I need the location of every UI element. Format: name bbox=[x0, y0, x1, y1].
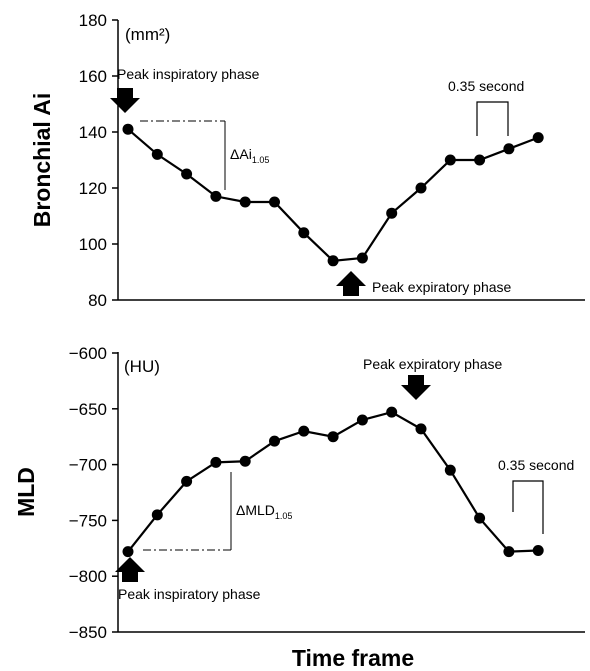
top-data-point bbox=[415, 182, 427, 194]
top-peak-expiratory-arrow-icon bbox=[336, 271, 366, 296]
bottom-y-tick-label: −650 bbox=[69, 400, 107, 419]
top-peak-expiratory-label: Peak expiratory phase bbox=[372, 279, 512, 295]
top-data-point bbox=[269, 196, 280, 208]
bottom-data-point bbox=[444, 464, 456, 476]
bottom-data-point bbox=[269, 435, 280, 447]
bottom-data-point bbox=[239, 455, 251, 467]
bottom-data-point bbox=[532, 545, 544, 557]
bottom-peak-inspiratory-arrow-icon bbox=[115, 557, 145, 582]
bottom-panel: −600 −650 −700 −750 −800 −850 MLD (HU) Peak e… bbox=[13, 344, 585, 642]
bottom-y-tick-label: −850 bbox=[69, 623, 107, 642]
top-y-tick-label: 120 bbox=[79, 179, 107, 198]
top-data-point bbox=[210, 190, 222, 202]
top-data-point bbox=[386, 207, 398, 219]
top-interval-label: 0.35 second bbox=[448, 78, 524, 94]
top-series-line bbox=[127, 128, 539, 262]
bottom-data-point bbox=[298, 425, 310, 437]
bottom-data-point bbox=[474, 512, 486, 524]
bottom-y-tick-label: −700 bbox=[69, 456, 107, 475]
bottom-data-point bbox=[151, 509, 163, 521]
top-y-axis-label: Bronchial Ai bbox=[29, 93, 55, 228]
bottom-series bbox=[122, 406, 544, 558]
bottom-interval-bracket bbox=[512, 480, 544, 534]
top-peak-inspiratory-label: Peak inspiratory phase bbox=[117, 66, 260, 82]
bottom-peak-inspiratory-label: Peak inspiratory phase bbox=[118, 586, 261, 602]
top-y-tick-label: 100 bbox=[79, 235, 107, 254]
x-axis-label: Time frame bbox=[292, 645, 414, 671]
top-data-point bbox=[151, 148, 163, 160]
top-data-point bbox=[356, 252, 368, 264]
bottom-data-point bbox=[181, 475, 193, 487]
bottom-y-axis-label: MLD bbox=[13, 467, 39, 517]
bottom-data-point bbox=[386, 406, 398, 418]
bottom-y-tick-label: −800 bbox=[69, 567, 107, 586]
bottom-interval-label: 0.35 second bbox=[498, 457, 574, 473]
top-unit-label: (mm²) bbox=[125, 25, 170, 44]
bottom-y-ticks: −600 −650 −700 −750 −800 −850 bbox=[69, 344, 118, 642]
top-data-point bbox=[444, 154, 456, 166]
bottom-data-point bbox=[503, 546, 515, 558]
bottom-y-tick-label: −750 bbox=[69, 511, 107, 530]
top-data-point bbox=[298, 227, 310, 239]
bottom-peak-expiratory-arrow-icon bbox=[401, 375, 431, 400]
top-y-ticks: 80 100 120 140 160 180 bbox=[79, 11, 118, 310]
top-interval-bracket bbox=[476, 101, 509, 136]
top-delta-label: ΔAi1.05 bbox=[230, 146, 269, 165]
top-data-point bbox=[181, 168, 193, 180]
top-panel: 80 100 120 140 160 180 Bronchial Ai (mm²) Pea… bbox=[29, 11, 585, 310]
top-y-tick-label: 80 bbox=[88, 291, 107, 310]
bottom-data-point bbox=[415, 423, 427, 435]
top-series bbox=[122, 123, 544, 267]
top-data-point bbox=[239, 196, 251, 208]
bottom-data-point bbox=[122, 546, 134, 558]
bottom-delta-label: ΔMLD1.05 bbox=[236, 502, 292, 521]
bottom-peak-expiratory-label: Peak expiratory phase bbox=[363, 356, 503, 372]
bottom-y-tick-label: −600 bbox=[69, 344, 107, 363]
top-y-tick-label: 140 bbox=[79, 123, 107, 142]
bottom-unit-label: (HU) bbox=[124, 357, 160, 376]
bottom-data-point bbox=[327, 431, 339, 443]
bottom-data-point bbox=[356, 414, 368, 426]
bottom-data-point bbox=[210, 456, 222, 468]
top-data-point bbox=[474, 154, 486, 166]
top-data-point bbox=[327, 255, 339, 267]
top-peak-inspiratory-arrow-icon bbox=[110, 88, 140, 113]
top-y-tick-label: 180 bbox=[79, 11, 107, 30]
top-data-point bbox=[503, 143, 515, 155]
top-data-point bbox=[532, 132, 544, 144]
top-y-tick-label: 160 bbox=[79, 67, 107, 86]
top-data-point bbox=[122, 123, 134, 135]
